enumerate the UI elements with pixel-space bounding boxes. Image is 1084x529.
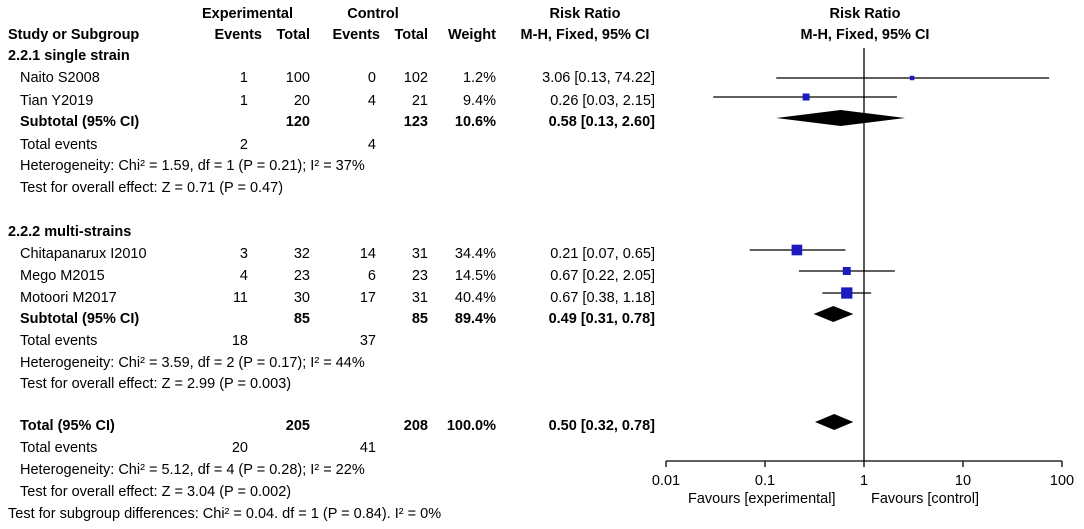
- study-ci: 3.06 [0.13, 74.22]: [542, 70, 655, 86]
- header-events-exp: Events: [214, 27, 262, 43]
- study-name: Chitapanarux I2010: [20, 246, 147, 262]
- study-marker: [802, 93, 810, 101]
- study-weight: 1.2%: [462, 70, 496, 86]
- study-marker: [791, 244, 803, 256]
- study-name: Mego M2015: [20, 268, 105, 284]
- total-events-exp: 18: [231, 333, 248, 349]
- favours-experimental-label: Favours [experimental]: [688, 491, 836, 507]
- total-events-exp: 2: [239, 137, 248, 153]
- total-events-ctrl: 4: [367, 137, 376, 153]
- subtotal-diamond: [813, 306, 854, 322]
- overall-total-events-label: Total events: [20, 440, 98, 456]
- exp-events: 1: [239, 93, 248, 109]
- study-marker: [842, 267, 851, 275]
- overall-total-events-exp: 20: [231, 440, 248, 456]
- study-name: Naito S2008: [20, 70, 100, 86]
- study-ci: 0.67 [0.38, 1.18]: [550, 290, 655, 306]
- x-axis-tick-label: 10: [955, 473, 971, 489]
- header-control: Control: [347, 6, 399, 22]
- ctrl-events: 4: [367, 93, 376, 109]
- x-axis-tick-label: 100: [1050, 473, 1074, 489]
- study-name: Motoori M2017: [20, 290, 117, 306]
- total-events-label: Total events: [20, 137, 98, 153]
- header-method-plot: M-H, Fixed, 95% CI: [800, 27, 930, 43]
- subtotal-ctrl-total: 85: [411, 311, 428, 327]
- subtotal-diamond: [776, 110, 906, 126]
- subgroup-title: 2.2.2 multi-strains: [8, 224, 132, 240]
- total-diamond: [815, 414, 854, 430]
- study-marker: [909, 75, 915, 81]
- total-ctrl-total: 208: [403, 418, 428, 434]
- study-weight: 14.5%: [454, 268, 496, 284]
- heterogeneity-text: Heterogeneity: Chi² = 3.59, df = 2 (P = …: [20, 355, 365, 371]
- header-method-table: M-H, Fixed, 95% CI: [520, 27, 650, 43]
- total-events-ctrl: 37: [359, 333, 376, 349]
- exp-total: 30: [293, 290, 310, 306]
- ctrl-events: 17: [359, 290, 376, 306]
- header-total-exp: Total: [276, 27, 310, 43]
- subtotal-label: Subtotal (95% CI): [20, 311, 140, 327]
- study-ci: 0.67 [0.22, 2.05]: [550, 268, 655, 284]
- overall-effect-text: Test for overall effect: Z = 2.99 (P = 0…: [20, 376, 292, 392]
- study-weight: 34.4%: [454, 246, 496, 262]
- exp-events: 1: [239, 70, 248, 86]
- exp-events: 3: [239, 246, 248, 262]
- subtotal-weight: 10.6%: [454, 114, 496, 130]
- header-total-ctrl: Total: [394, 27, 428, 43]
- header-risk-ratio-plot: Risk Ratio: [829, 6, 901, 22]
- x-axis-tick-label: 0.01: [652, 473, 680, 489]
- exp-total: 100: [285, 70, 310, 86]
- exp-total: 32: [293, 246, 310, 262]
- header-experimental: Experimental: [201, 6, 294, 22]
- study-ci: 0.21 [0.07, 0.65]: [550, 246, 655, 262]
- favours-control-label: Favours [control]: [871, 491, 979, 507]
- ctrl-events: 0: [367, 70, 376, 86]
- subtotal-weight: 89.4%: [454, 311, 496, 327]
- study-weight: 40.4%: [454, 290, 496, 306]
- header-study: Study or Subgroup: [8, 27, 140, 43]
- study-weight: 9.4%: [462, 93, 496, 109]
- header-weight: Weight: [447, 27, 496, 43]
- total-ci: 0.50 [0.32, 0.78]: [548, 418, 655, 434]
- subtotal-exp-total: 85: [293, 311, 310, 327]
- subtotal-ci: 0.58 [0.13, 2.60]: [548, 114, 655, 130]
- x-axis-tick-label: 0.1: [755, 473, 775, 489]
- subtotal-ctrl-total: 123: [403, 114, 428, 130]
- study-marker: [841, 287, 853, 299]
- heterogeneity-text: Heterogeneity: Chi² = 1.59, df = 1 (P = …: [20, 158, 365, 174]
- subgroup-title: 2.2.1 single strain: [8, 48, 130, 64]
- subtotal-label: Subtotal (95% CI): [20, 114, 140, 130]
- total-weight: 100.0%: [446, 418, 496, 434]
- subgroup-differences-text: Test for subgroup differences: Chi² = 0.…: [8, 506, 442, 522]
- exp-events: 4: [239, 268, 248, 284]
- overall-effect-total-text: Test for overall effect: Z = 3.04 (P = 0…: [20, 484, 292, 500]
- subtotal-exp-total: 120: [285, 114, 310, 130]
- exp-total: 23: [293, 268, 310, 284]
- header-risk-ratio-table: Risk Ratio: [549, 6, 621, 22]
- ctrl-events: 6: [367, 268, 376, 284]
- ctrl-total: 31: [411, 246, 428, 262]
- overall-total-events-ctrl: 41: [359, 440, 376, 456]
- exp-total: 20: [293, 93, 310, 109]
- ctrl-total: 23: [411, 268, 428, 284]
- total-label: Total (95% CI): [20, 418, 115, 434]
- ctrl-total: 102: [403, 70, 428, 86]
- exp-events: 11: [232, 290, 248, 306]
- x-axis-tick-label: 1: [860, 473, 868, 489]
- ctrl-total: 21: [411, 93, 428, 109]
- ctrl-events: 14: [359, 246, 376, 262]
- subtotal-ci: 0.49 [0.31, 0.78]: [548, 311, 655, 327]
- ctrl-total: 31: [411, 290, 428, 306]
- header-events-ctrl: Events: [332, 27, 380, 43]
- total-exp-total: 205: [285, 418, 310, 434]
- study-name: Tian Y2019: [20, 93, 94, 109]
- overall-effect-text: Test for overall effect: Z = 0.71 (P = 0…: [20, 180, 284, 196]
- overall-heterogeneity-text: Heterogeneity: Chi² = 5.12, df = 4 (P = …: [20, 462, 365, 478]
- study-ci: 0.26 [0.03, 2.15]: [550, 93, 655, 109]
- total-events-label: Total events: [20, 333, 98, 349]
